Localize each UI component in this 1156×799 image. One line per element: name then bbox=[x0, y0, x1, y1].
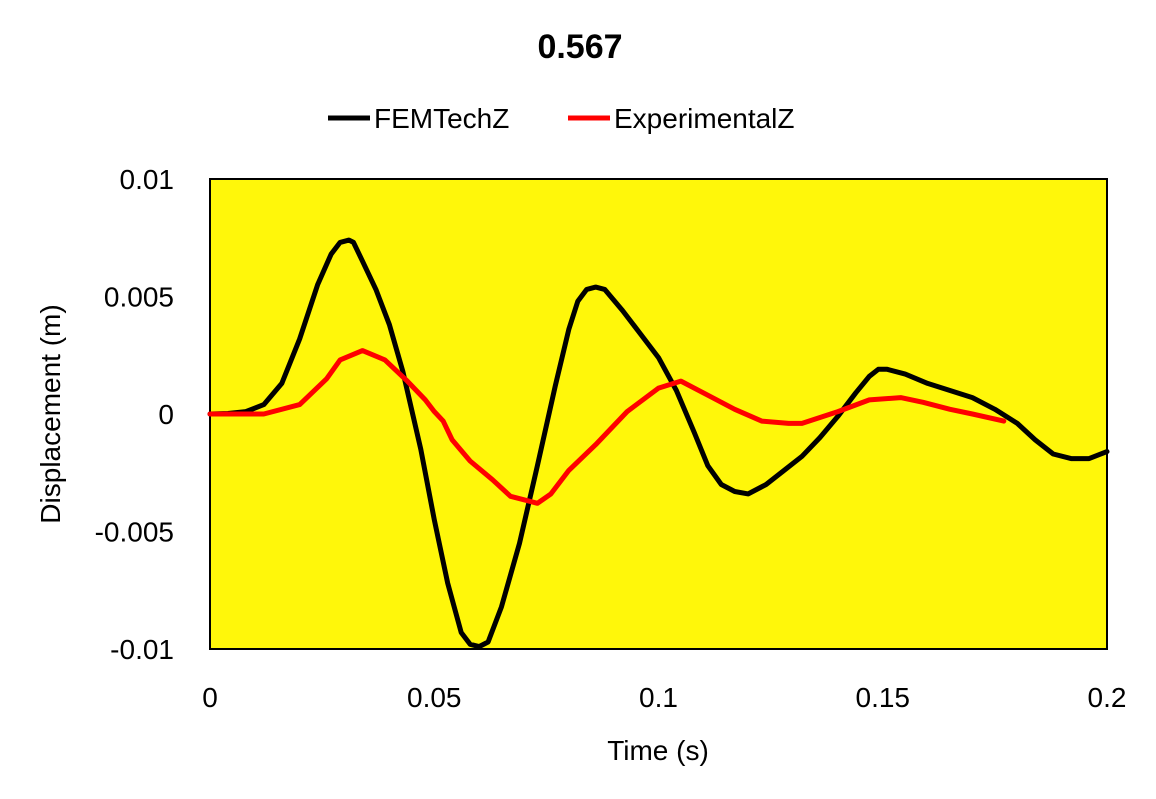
x-tick-label: 0.2 bbox=[1088, 682, 1127, 713]
series-line-femtechz bbox=[207, 237, 1110, 650]
x-tick-label: 0.1 bbox=[639, 682, 678, 713]
y-tick-label: 0.01 bbox=[120, 164, 175, 195]
x-axis-label: Time (s) bbox=[607, 735, 709, 766]
x-tick-label: 0.05 bbox=[407, 682, 462, 713]
y-axis-ticks: 0.01 0.005 0 -0.005 -0.01 bbox=[95, 164, 174, 665]
y-tick-label: -0.01 bbox=[110, 634, 174, 665]
y-tick-label: 0 bbox=[158, 399, 174, 430]
legend: FEMTechZ ExperimentalZ bbox=[328, 103, 795, 134]
x-tick-label: 0.15 bbox=[856, 682, 911, 713]
chart-title: 0.567 bbox=[537, 28, 622, 66]
y-tick-label: 0.005 bbox=[104, 282, 174, 313]
y-tick-label: -0.005 bbox=[95, 517, 174, 548]
legend-label-femtechz: FEMTechZ bbox=[374, 103, 509, 134]
y-axis-label: Displacement (m) bbox=[35, 304, 66, 523]
series-line-experimentalz bbox=[207, 348, 1007, 506]
x-tick-label: 0 bbox=[202, 682, 218, 713]
legend-label-experimentalz: ExperimentalZ bbox=[614, 103, 795, 134]
x-axis-ticks: 0 0.05 0.1 0.15 0.2 bbox=[202, 682, 1126, 713]
series-layer bbox=[207, 237, 1110, 650]
